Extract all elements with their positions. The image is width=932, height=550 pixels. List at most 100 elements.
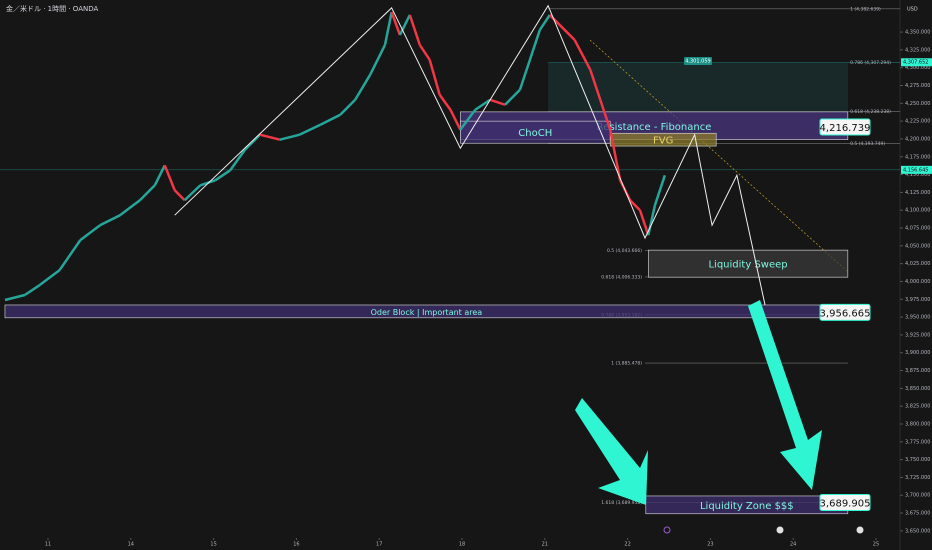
- price-segment: [408, 14, 421, 46]
- price-segment: [339, 98, 357, 116]
- axis-tag-label: 4,156.645: [903, 167, 928, 173]
- price-segment: [599, 99, 612, 131]
- y-tick-label: 4,025.000: [905, 261, 930, 267]
- fib-label: 0.5 (4,193.749): [850, 141, 885, 147]
- plot: 3,650.000 3,675.000 3,700.000 3,725.000 3,75…: [0, 4, 932, 548]
- arrow-icon: [748, 300, 822, 490]
- axis-tag: [901, 165, 932, 174]
- y-tick-label: 4,125.000: [905, 190, 930, 196]
- currency: USD: [907, 7, 918, 13]
- price-segment: [354, 74, 372, 101]
- y-tick-label: 4,225.000: [905, 119, 930, 125]
- chart-title: 金／米ドル · 1時間 · OANDA: [6, 4, 98, 13]
- price-tag-label: 3,689.905: [820, 498, 871, 509]
- y-tick-label: 3,650.000: [905, 528, 930, 534]
- price-segment: [653, 174, 667, 206]
- price-tag: [819, 493, 871, 511]
- zone-shade: [548, 62, 849, 112]
- zone-label: ChoCH: [518, 128, 552, 139]
- price-segment: [518, 59, 532, 91]
- y-tick-label: 4,150.000: [905, 172, 930, 178]
- fib-label: 0.786 (4,307.294): [850, 60, 891, 66]
- x-tick-label: 22: [624, 542, 630, 548]
- price-segment: [368, 44, 387, 76]
- fib-label: 0.5 (4,043.666): [607, 248, 642, 254]
- price-segment: [24, 283, 41, 297]
- price-segment: [418, 44, 431, 61]
- price-segment: [58, 239, 82, 271]
- y-tick-label: 3,675.000: [905, 511, 930, 517]
- price-segment: [79, 224, 101, 242]
- y-tick-label: 4,300.000: [905, 65, 930, 71]
- price-segment: [299, 123, 321, 136]
- y-tick-label: 3,875.000: [905, 368, 930, 374]
- price-segment: [438, 94, 452, 111]
- zone-box: [609, 132, 717, 147]
- price-segment: [279, 133, 301, 141]
- price-segment: [319, 113, 341, 126]
- x-tick-label: 17: [376, 542, 382, 548]
- y-tick-label: 3,800.000: [905, 421, 930, 427]
- price-segment: [119, 199, 141, 217]
- x-tick-label: 24: [790, 542, 796, 548]
- price-segment: [504, 88, 521, 106]
- y-tick-label: 3,725.000: [905, 475, 930, 481]
- price-segment: [139, 184, 156, 202]
- price-segment: [538, 14, 551, 31]
- point-tag: [683, 56, 712, 65]
- y-tick-label: 3,850.000: [905, 386, 930, 392]
- y-tick-label: 4,075.000: [905, 226, 930, 232]
- price-tag: [819, 303, 871, 321]
- y-tick-label: 4,175.000: [905, 154, 930, 160]
- event-icon[interactable]: [663, 526, 671, 534]
- price-segment: [38, 269, 61, 287]
- y-tick-label: 4,100.000: [905, 208, 930, 214]
- y-tick-label: 4,250.000: [905, 101, 930, 107]
- y-tick-label: 4,000.000: [905, 279, 930, 285]
- x-tick-label: 11: [45, 542, 51, 548]
- x-tick-label: 25: [873, 542, 879, 548]
- price-segment: [163, 164, 176, 191]
- price-segment: [558, 24, 576, 41]
- y-tick-label: 4,200.000: [905, 136, 930, 142]
- price-segment: [647, 204, 657, 236]
- x-tick-label: 14: [128, 542, 134, 548]
- arrow-icon: [575, 398, 648, 505]
- price-segment: [548, 14, 561, 26]
- point-tag-label: 4,301.059: [685, 58, 710, 64]
- price-segment: [244, 133, 261, 151]
- zone-label: Oder Block | Important area: [371, 308, 483, 317]
- y-tick-label: 4,325.000: [905, 47, 930, 53]
- price-tag-label: 4,216.739: [820, 123, 871, 134]
- y-tick-label: 3,900.000: [905, 350, 930, 356]
- fib-label: 0.618 (4,006.333): [601, 274, 642, 280]
- x-tick-label: 15: [210, 542, 216, 548]
- y-tick-label: 3,775.000: [905, 439, 930, 445]
- price-segment: [153, 164, 166, 186]
- price-segment: [474, 98, 491, 111]
- price-segment: [383, 11, 393, 46]
- zone-label: FVG: [653, 136, 673, 147]
- fib-label: 1 (3,885.478): [611, 361, 642, 367]
- price-segment: [183, 184, 202, 202]
- x-tick-label: 18: [459, 542, 465, 548]
- x-tick-label: 23: [707, 542, 713, 548]
- zigzag-line: [174, 4, 766, 306]
- event-icon[interactable]: [856, 526, 864, 534]
- fib-label: 0.618 (4,238.238): [850, 109, 891, 115]
- zone-label: Liquidity Zone $$$: [700, 501, 794, 512]
- y-tick-label: 3,700.000: [905, 493, 930, 499]
- y-tick-label: 3,925.000: [905, 332, 930, 338]
- zone-label: Resistance - Fibonance: [597, 122, 712, 133]
- price-segment: [608, 129, 622, 181]
- price-tag-label: 3,956.665: [820, 308, 871, 319]
- price-segment: [390, 11, 402, 36]
- zone-label: Liquidity Sweep: [708, 260, 787, 271]
- y-tick-label: 4,050.000: [905, 243, 930, 249]
- fib-label: 1.618 (3,689.958): [601, 500, 642, 506]
- price-segment: [428, 59, 441, 96]
- event-icon[interactable]: [776, 526, 784, 534]
- trend-line: [589, 39, 849, 273]
- x-tick-label: 21: [542, 542, 548, 548]
